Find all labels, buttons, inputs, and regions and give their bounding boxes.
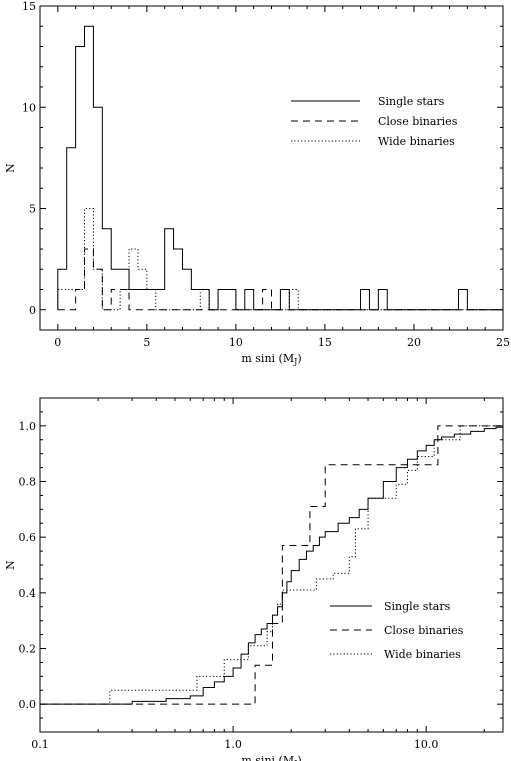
series-line-single-stars: [57, 25, 503, 311]
y-axis-label: N: [4, 163, 17, 173]
y-tick-label: 5: [29, 203, 36, 216]
y-tick-label: 0.8: [19, 476, 37, 489]
series-line-close-binaries: [40, 425, 503, 705]
x-axis-label: m sini (MJ): [241, 754, 301, 761]
y-tick-label: 1.0: [19, 420, 37, 433]
legend-label-close-binaries: Close binaries: [378, 115, 458, 128]
legend-label-close-binaries: Close binaries: [384, 624, 464, 637]
cumulative-panel: 0.1 1.0 10.0 0.0 0.2 0.4 0.6 0.8 1.0 m sini (MJ) N…: [4, 397, 504, 761]
x-tick-label: 0: [54, 336, 61, 349]
x-tick-label: 15: [318, 336, 332, 349]
y-tick-label: 10: [22, 101, 36, 114]
x-tick-label: 20: [407, 336, 421, 349]
legend-label-single-stars: Single stars: [384, 600, 451, 613]
x-tick-label: 1.0: [224, 738, 242, 751]
y-tick-label: 0.0: [19, 698, 37, 711]
x-axis-label-subscript: J: [293, 357, 297, 366]
plot-frame: [39, 397, 504, 733]
y-tick-label: 0: [29, 304, 36, 317]
series-line-single-stars: [40, 425, 503, 705]
x-tick-label: 0.1: [31, 738, 49, 751]
x-tick-label: 25: [496, 336, 510, 349]
histogram-panel: 0 5 10 15 20 25 0 5 10 15 m sini (MJ) N Single stars…: [4, 0, 510, 366]
x-tick-label: 10: [229, 336, 243, 349]
x-axis-label-main: m sini (M: [241, 754, 294, 761]
x-tick-label: 10.0: [414, 738, 439, 751]
y-tick-label: 15: [22, 0, 36, 13]
y-tick-label: 0.6: [19, 531, 37, 544]
x-axis-label-main: m sini (M: [241, 352, 294, 365]
legend-label-wide-binaries: Wide binaries: [378, 135, 455, 148]
x-axis-label: m sini (MJ): [241, 352, 301, 366]
y-tick-label: 0.4: [19, 587, 37, 600]
plot-frame: [39, 5, 504, 331]
legend-label-single-stars: Single stars: [378, 95, 445, 108]
legend-label-wide-binaries: Wide binaries: [384, 648, 461, 661]
x-axis-label-close: ): [297, 754, 301, 761]
x-axis-label-subscript: J: [293, 759, 297, 761]
x-axis-label-close: ): [297, 352, 301, 365]
y-tick-label: 0.2: [19, 643, 37, 656]
x-tick-label: 5: [143, 336, 150, 349]
series-line-wide-binaries: [40, 425, 503, 705]
y-axis-label: N: [4, 560, 17, 570]
